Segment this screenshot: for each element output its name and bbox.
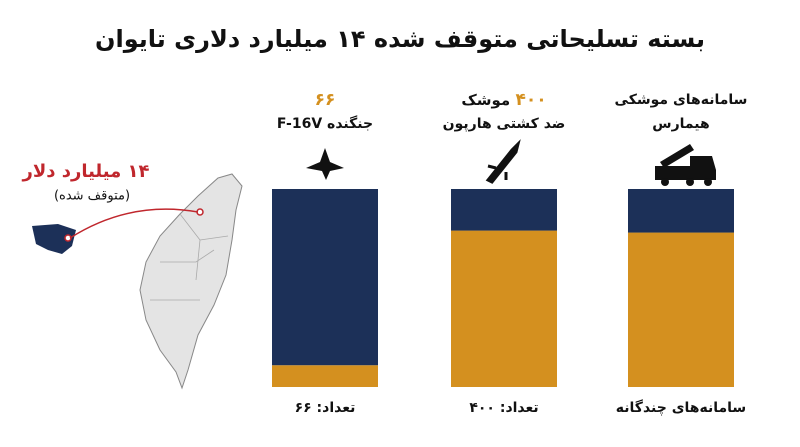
column-label-text: موشک: [461, 91, 510, 109]
highlight: ۴۰۰: [515, 90, 546, 110]
column-label: جنگنده F-16V: [277, 115, 373, 132]
amount: ۱۴ میلیارد دلار: [21, 161, 149, 182]
bar-segment: [628, 232, 734, 387]
column-footer: سامانه‌های چندگانه: [616, 399, 746, 416]
column-label: ضد کشتی هارپون: [443, 116, 566, 132]
usa-map: [32, 224, 76, 254]
missile-icon: [485, 139, 521, 184]
column-label: ۴۰۰ موشک: [461, 90, 546, 110]
launcher-icon: [655, 144, 716, 180]
icons: [306, 139, 716, 186]
bar-segment: [272, 365, 378, 387]
column-label: سامانه‌های موشکی: [615, 92, 748, 108]
connector: [69, 208, 199, 239]
amount-note: (متوقف شده): [54, 189, 130, 204]
column-footer: تعداد: ۴۰۰: [469, 400, 538, 416]
chart-title: بسته تسلیحاتی متوقف شده ۱۴ میلیارد دلاری…: [95, 25, 705, 53]
column-footer: تعداد: ۶۶: [295, 400, 356, 416]
highlight: ۶۶: [315, 90, 336, 110]
bar-segment: [451, 189, 557, 231]
bar-segment: [628, 189, 734, 233]
bar-segment: [451, 230, 557, 387]
jet-icon: [306, 148, 344, 180]
bar-segment: [272, 189, 378, 366]
column-label: هیمارس: [652, 116, 709, 132]
taiwan-map: [139, 173, 243, 390]
